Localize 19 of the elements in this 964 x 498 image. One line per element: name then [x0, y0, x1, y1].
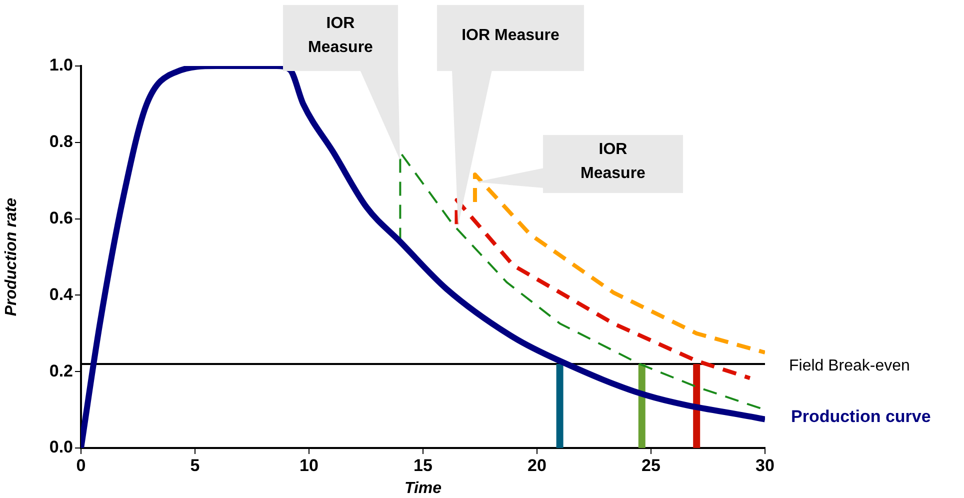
- x-axis-title: Time: [404, 480, 442, 497]
- x-tick-label: 0: [76, 456, 86, 475]
- ref-line-label: Field Break-even: [789, 357, 910, 374]
- x-tick-label: 10: [300, 456, 318, 475]
- x-tick-label: 20: [528, 456, 546, 475]
- y-tick-label: 0.4: [49, 284, 74, 304]
- y-tick-label: 0.8: [49, 132, 73, 152]
- y-axis-title: Production rate: [3, 198, 20, 316]
- x-tick-label: 15: [414, 456, 432, 475]
- y-tick-label: 0.6: [49, 208, 73, 228]
- y-tick-label: 0.2: [49, 361, 73, 380]
- line-series: [454, 198, 752, 380]
- x-tick-label: 30: [756, 456, 774, 475]
- x-tick-label: 5: [190, 456, 200, 475]
- series-label: Production curve: [791, 407, 931, 426]
- callout-box: IOR Measure: [283, 5, 400, 160]
- x-tick-label: 25: [642, 456, 660, 475]
- y-tick-label: 0.0: [49, 438, 73, 457]
- y-tick-label: 1.0: [49, 56, 73, 75]
